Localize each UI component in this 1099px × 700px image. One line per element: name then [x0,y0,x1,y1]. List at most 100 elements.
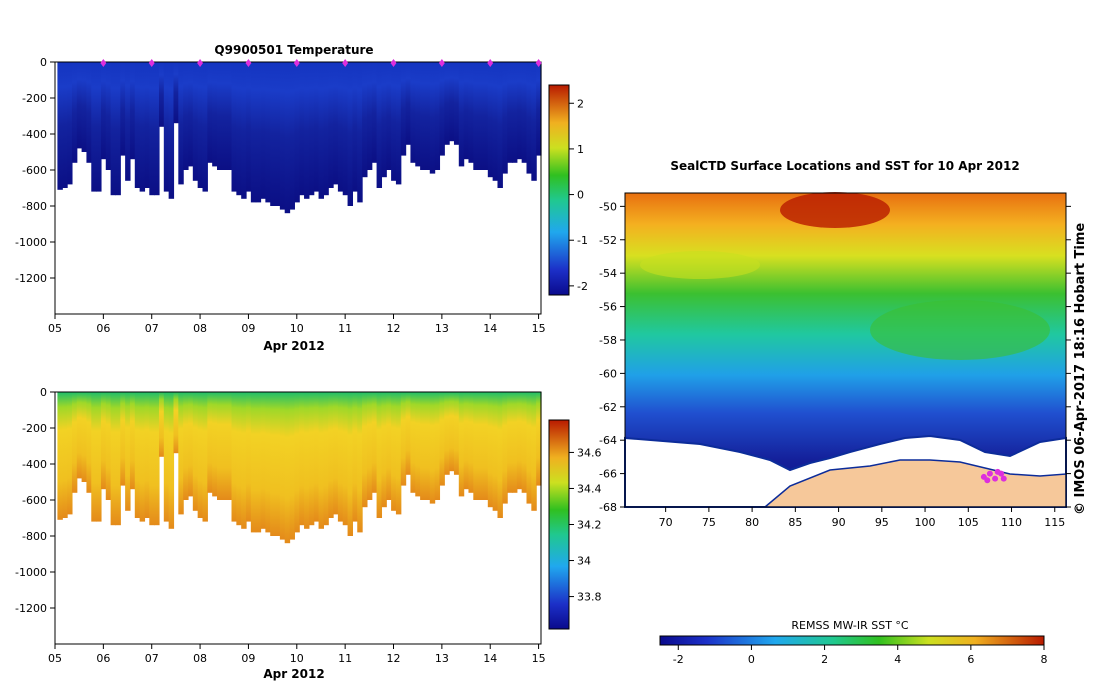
profile-column [149,392,155,526]
profile-column [473,62,479,170]
profile-column [308,62,315,196]
profile-column [415,392,421,497]
profile-column [96,62,102,192]
x-tick-label: 07 [145,322,159,335]
profile-column [241,392,247,529]
surface-location [1000,475,1007,482]
salinity-colorbar [548,419,570,630]
colorbar-tick-label: -1 [577,234,588,247]
profile-column [144,62,150,188]
profile-column [100,62,107,160]
profile-column [444,62,450,145]
x-tick-label: 08 [193,652,207,665]
profile-column [304,392,310,529]
profile-column [163,62,170,192]
profile-column [304,62,310,199]
profile-column [371,62,378,163]
x-tick-label: 10 [290,652,304,665]
profile-column [313,62,320,192]
profile-column [120,392,126,486]
profile-column [173,62,179,124]
profile-column [357,392,363,533]
profile-column [468,62,474,163]
profile-column [289,62,295,210]
profile-column [521,62,528,163]
profile-column [226,392,233,500]
profile-marker [342,59,349,67]
profile-marker [197,59,204,67]
profile-column [236,392,242,526]
profile-column [197,392,204,518]
profile-column [115,62,121,196]
profile-column [270,392,276,536]
profile-column [250,62,257,203]
profile-column [221,62,228,170]
profile-column [57,392,63,520]
profile-column [434,392,441,500]
profile-column [299,62,305,196]
x-tick-label: 09 [241,652,255,665]
profile-column [217,392,223,500]
profile-markers [100,59,542,67]
sst-colorbar-label: REMSS MW-IR SST °C [791,619,909,632]
profile-column [173,392,179,454]
temperature-title: Q9900501 Temperature [214,43,373,57]
profile-column [265,392,271,533]
profile-column [91,62,97,192]
profile-marker [535,59,542,67]
colorbar-tick-label: 0 [577,189,584,202]
sst-colorbar-tick-label: 4 [894,653,901,666]
profile-column [502,62,508,174]
profile-column [168,392,175,529]
x-tick-label: 07 [145,652,159,665]
sst-colorbar-tick-label: 0 [748,653,755,666]
profile-column [207,62,213,163]
sst-map-panel: SealCTD Surface Locations and SST for 10… [599,159,1088,666]
profile-column [231,392,237,522]
sst-colorbar-tick-label: -2 [673,653,684,666]
profile-column [410,62,416,163]
colorbar-tick-label: 34 [577,555,591,568]
profile-column [318,392,324,529]
profile-column [381,62,387,178]
profile-column [81,392,88,482]
profile-column [362,392,368,508]
profile-column [250,392,257,533]
profile-column [212,392,218,497]
profile-column [366,62,373,170]
profile-column [139,392,146,522]
y-tick-label: -200 [22,92,47,105]
profile-column [115,392,121,526]
x-tick-label: 90 [832,516,846,529]
profile-column [149,62,155,196]
sst-colorbar-tick-label: 8 [1041,653,1048,666]
y-tick-label: -200 [22,422,47,435]
profile-column [521,392,528,493]
frontal-patch [640,251,760,279]
x-tick-label: 95 [875,516,889,529]
colorbar-tick-label: 34.6 [577,446,602,459]
mid-latitude-patch [870,300,1050,360]
profile-column [265,62,271,203]
x-tick-label: 100 [915,516,936,529]
surface-location [986,470,993,477]
salinity-axes: 05 06 07 08 09 10 11 12 13 14 15 0 -200 -400 -600 -800 -… [15,386,546,665]
y-tick-label: 0 [40,56,47,69]
colorbar-tick-label: 34.2 [577,519,602,532]
profile-column [434,62,441,170]
temperature-colorbar [548,84,570,296]
profile-column [100,392,107,490]
profile-column [221,392,228,500]
profile-column [352,62,358,192]
profile-column [357,62,363,203]
x-tick-label: 13 [435,322,449,335]
y-tick-label: -58 [599,334,617,347]
profile-column [183,392,189,500]
profile-column [158,392,165,457]
profile-column [376,62,383,188]
profile-column [270,62,276,206]
profile-column [526,392,532,504]
profile-column [323,392,329,526]
profile-column [158,62,165,127]
profile-column [207,392,213,493]
